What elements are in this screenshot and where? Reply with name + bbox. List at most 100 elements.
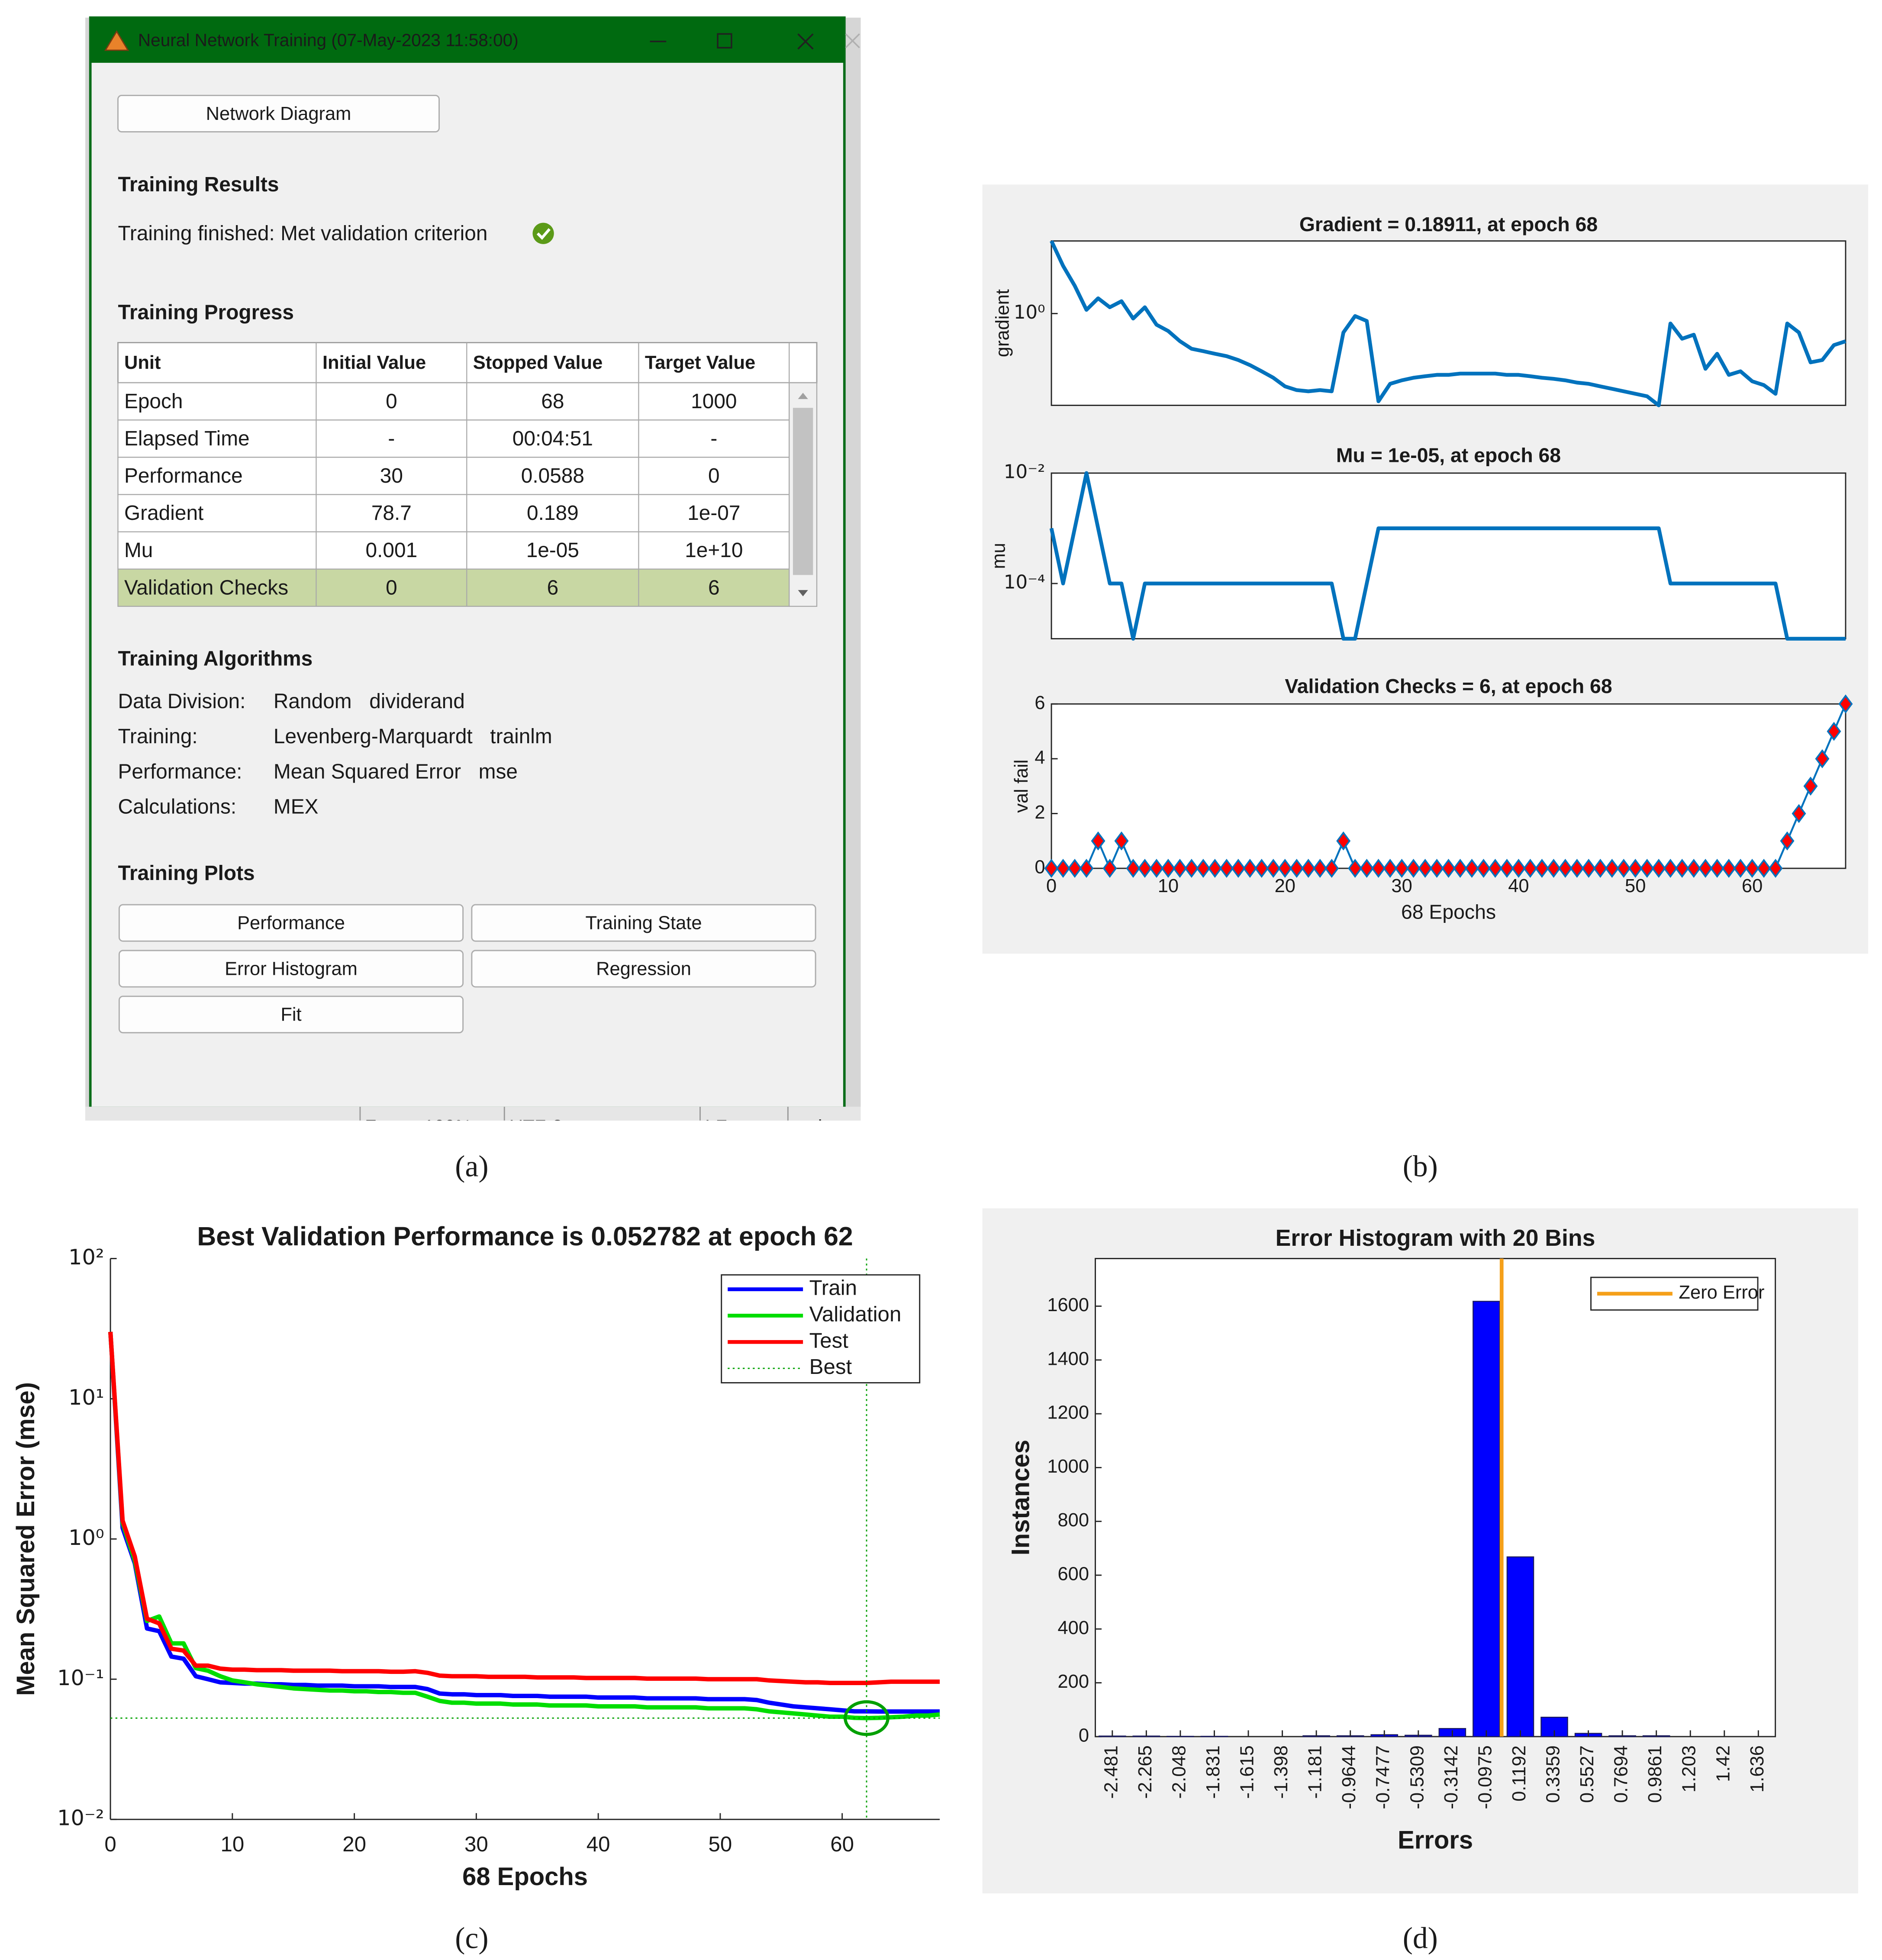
scroll-down[interactable] xyxy=(798,590,808,596)
x-tick-label: -1.398 xyxy=(1271,1745,1292,1799)
algorithm-value: Levenberg-Marquardt xyxy=(274,725,473,748)
chart-title: Error Histogram with 20 Bins xyxy=(1276,1225,1595,1251)
x-tick-label: -0.3142 xyxy=(1441,1745,1462,1809)
table-header xyxy=(117,342,818,384)
status-bar-text: Zoom: 100% xyxy=(365,1117,472,1138)
y-tick-label: 10¹ xyxy=(68,1385,104,1410)
section-heading: Training Results xyxy=(118,173,279,196)
button[interactable] xyxy=(471,950,816,988)
button[interactable] xyxy=(118,950,464,988)
status-bar-text: UTF-8 xyxy=(509,1117,563,1138)
legend-label: Test xyxy=(809,1328,849,1352)
y-tick-label: 10⁰ xyxy=(1014,302,1045,323)
x-tick-label: 40 xyxy=(587,1832,610,1856)
marker xyxy=(1266,859,1281,878)
button[interactable] xyxy=(471,904,816,942)
maximize-button[interactable] xyxy=(717,33,732,49)
app-icon xyxy=(104,30,129,51)
plot-area xyxy=(1051,472,1847,640)
x-tick-label: 0.5527 xyxy=(1577,1745,1598,1803)
marker xyxy=(1418,859,1433,878)
table-cell: 0.0588 xyxy=(521,464,584,487)
marker xyxy=(1581,859,1596,878)
button-label[interactable]: Fit xyxy=(280,1004,301,1025)
algorithm-function: dividerand xyxy=(369,690,465,713)
marker xyxy=(1184,859,1199,878)
button[interactable] xyxy=(118,904,464,942)
marker xyxy=(1383,859,1398,878)
legend-label: Zero Error xyxy=(1679,1282,1764,1303)
marker xyxy=(1406,859,1421,878)
close-button[interactable] xyxy=(797,33,814,50)
x-tick-label: -2.048 xyxy=(1169,1745,1189,1799)
scroll-up[interactable] xyxy=(798,393,808,399)
marker xyxy=(1511,859,1526,878)
button-label[interactable]: Regression xyxy=(596,958,691,979)
table-cell: 0 xyxy=(386,390,397,413)
y-tick-label: 10⁰ xyxy=(68,1525,104,1550)
chart-title: Validation Checks = 6, at epoch 68 xyxy=(1285,675,1612,697)
table-cell: Performance xyxy=(124,464,243,487)
marker xyxy=(1488,859,1502,878)
scrollbar-thumb[interactable] xyxy=(793,408,813,575)
x-tick-label: 30 xyxy=(1391,876,1412,896)
y-tick-label: 6 xyxy=(1034,693,1045,713)
marker xyxy=(1663,859,1678,878)
marker xyxy=(1219,859,1234,878)
chart-title: Mu = 1e-05, at epoch 68 xyxy=(1336,444,1561,467)
table-cell: 1e-07 xyxy=(687,502,740,525)
marker xyxy=(1721,859,1736,878)
marker xyxy=(1464,859,1479,878)
marker xyxy=(1056,859,1070,878)
marker xyxy=(1231,859,1246,878)
button[interactable] xyxy=(117,94,440,132)
table-cell: 0.189 xyxy=(527,502,579,525)
marker xyxy=(1698,859,1713,878)
table-header-cell: Unit xyxy=(124,352,161,373)
marker xyxy=(1044,859,1059,878)
x-tick-label: 20 xyxy=(1275,876,1295,896)
table-cell: 1e-05 xyxy=(526,539,579,562)
table-cell: Elapsed Time xyxy=(124,427,250,450)
chart-title: Best Validation Performance is 0.052782 … xyxy=(197,1222,853,1251)
status-bar-text: script xyxy=(793,1117,838,1138)
status-bar xyxy=(85,1106,861,1121)
marker xyxy=(1838,694,1853,714)
button[interactable] xyxy=(118,996,464,1034)
x-tick-label: 10 xyxy=(1158,876,1179,896)
button-label[interactable]: Error Histogram xyxy=(225,958,358,979)
marker xyxy=(1067,859,1082,878)
marker xyxy=(1324,859,1339,878)
button-label[interactable]: Performance xyxy=(237,912,345,933)
table-cell: 0 xyxy=(708,464,720,487)
y-tick-label: 10² xyxy=(68,1244,104,1270)
button-label[interactable]: Network Diagram xyxy=(206,103,351,124)
button-label[interactable]: Training State xyxy=(586,912,702,933)
marker xyxy=(1278,859,1292,878)
marker xyxy=(1710,859,1724,878)
x-tick-label: -1.615 xyxy=(1237,1745,1258,1799)
marker xyxy=(1569,859,1584,878)
x-tick-label: 1.203 xyxy=(1679,1745,1700,1792)
y-tick-label: 10⁻⁴ xyxy=(1004,572,1045,593)
marker xyxy=(1079,859,1094,878)
best-marker xyxy=(844,1700,889,1736)
marker xyxy=(1686,859,1701,878)
algorithm-label: Data Division: xyxy=(118,690,245,713)
y-tick-label: 600 xyxy=(1058,1563,1089,1584)
marker xyxy=(1628,859,1643,878)
table-cell: 78.7 xyxy=(371,502,412,525)
table-cell: 30 xyxy=(380,464,403,487)
marker xyxy=(1138,859,1152,878)
caption: (d) xyxy=(1403,1921,1438,1955)
algorithm-label: Training: xyxy=(118,725,197,748)
legend-box xyxy=(721,1274,921,1383)
marker xyxy=(1301,859,1316,878)
algorithm-label: Calculations: xyxy=(118,796,236,819)
y-tick-label: 200 xyxy=(1058,1671,1089,1692)
section-heading: Training Progress xyxy=(118,301,294,324)
marker xyxy=(1733,859,1748,878)
x-tick-label: 50 xyxy=(1625,876,1646,896)
marker xyxy=(1558,859,1573,878)
y-tick-label: 1200 xyxy=(1047,1402,1089,1423)
